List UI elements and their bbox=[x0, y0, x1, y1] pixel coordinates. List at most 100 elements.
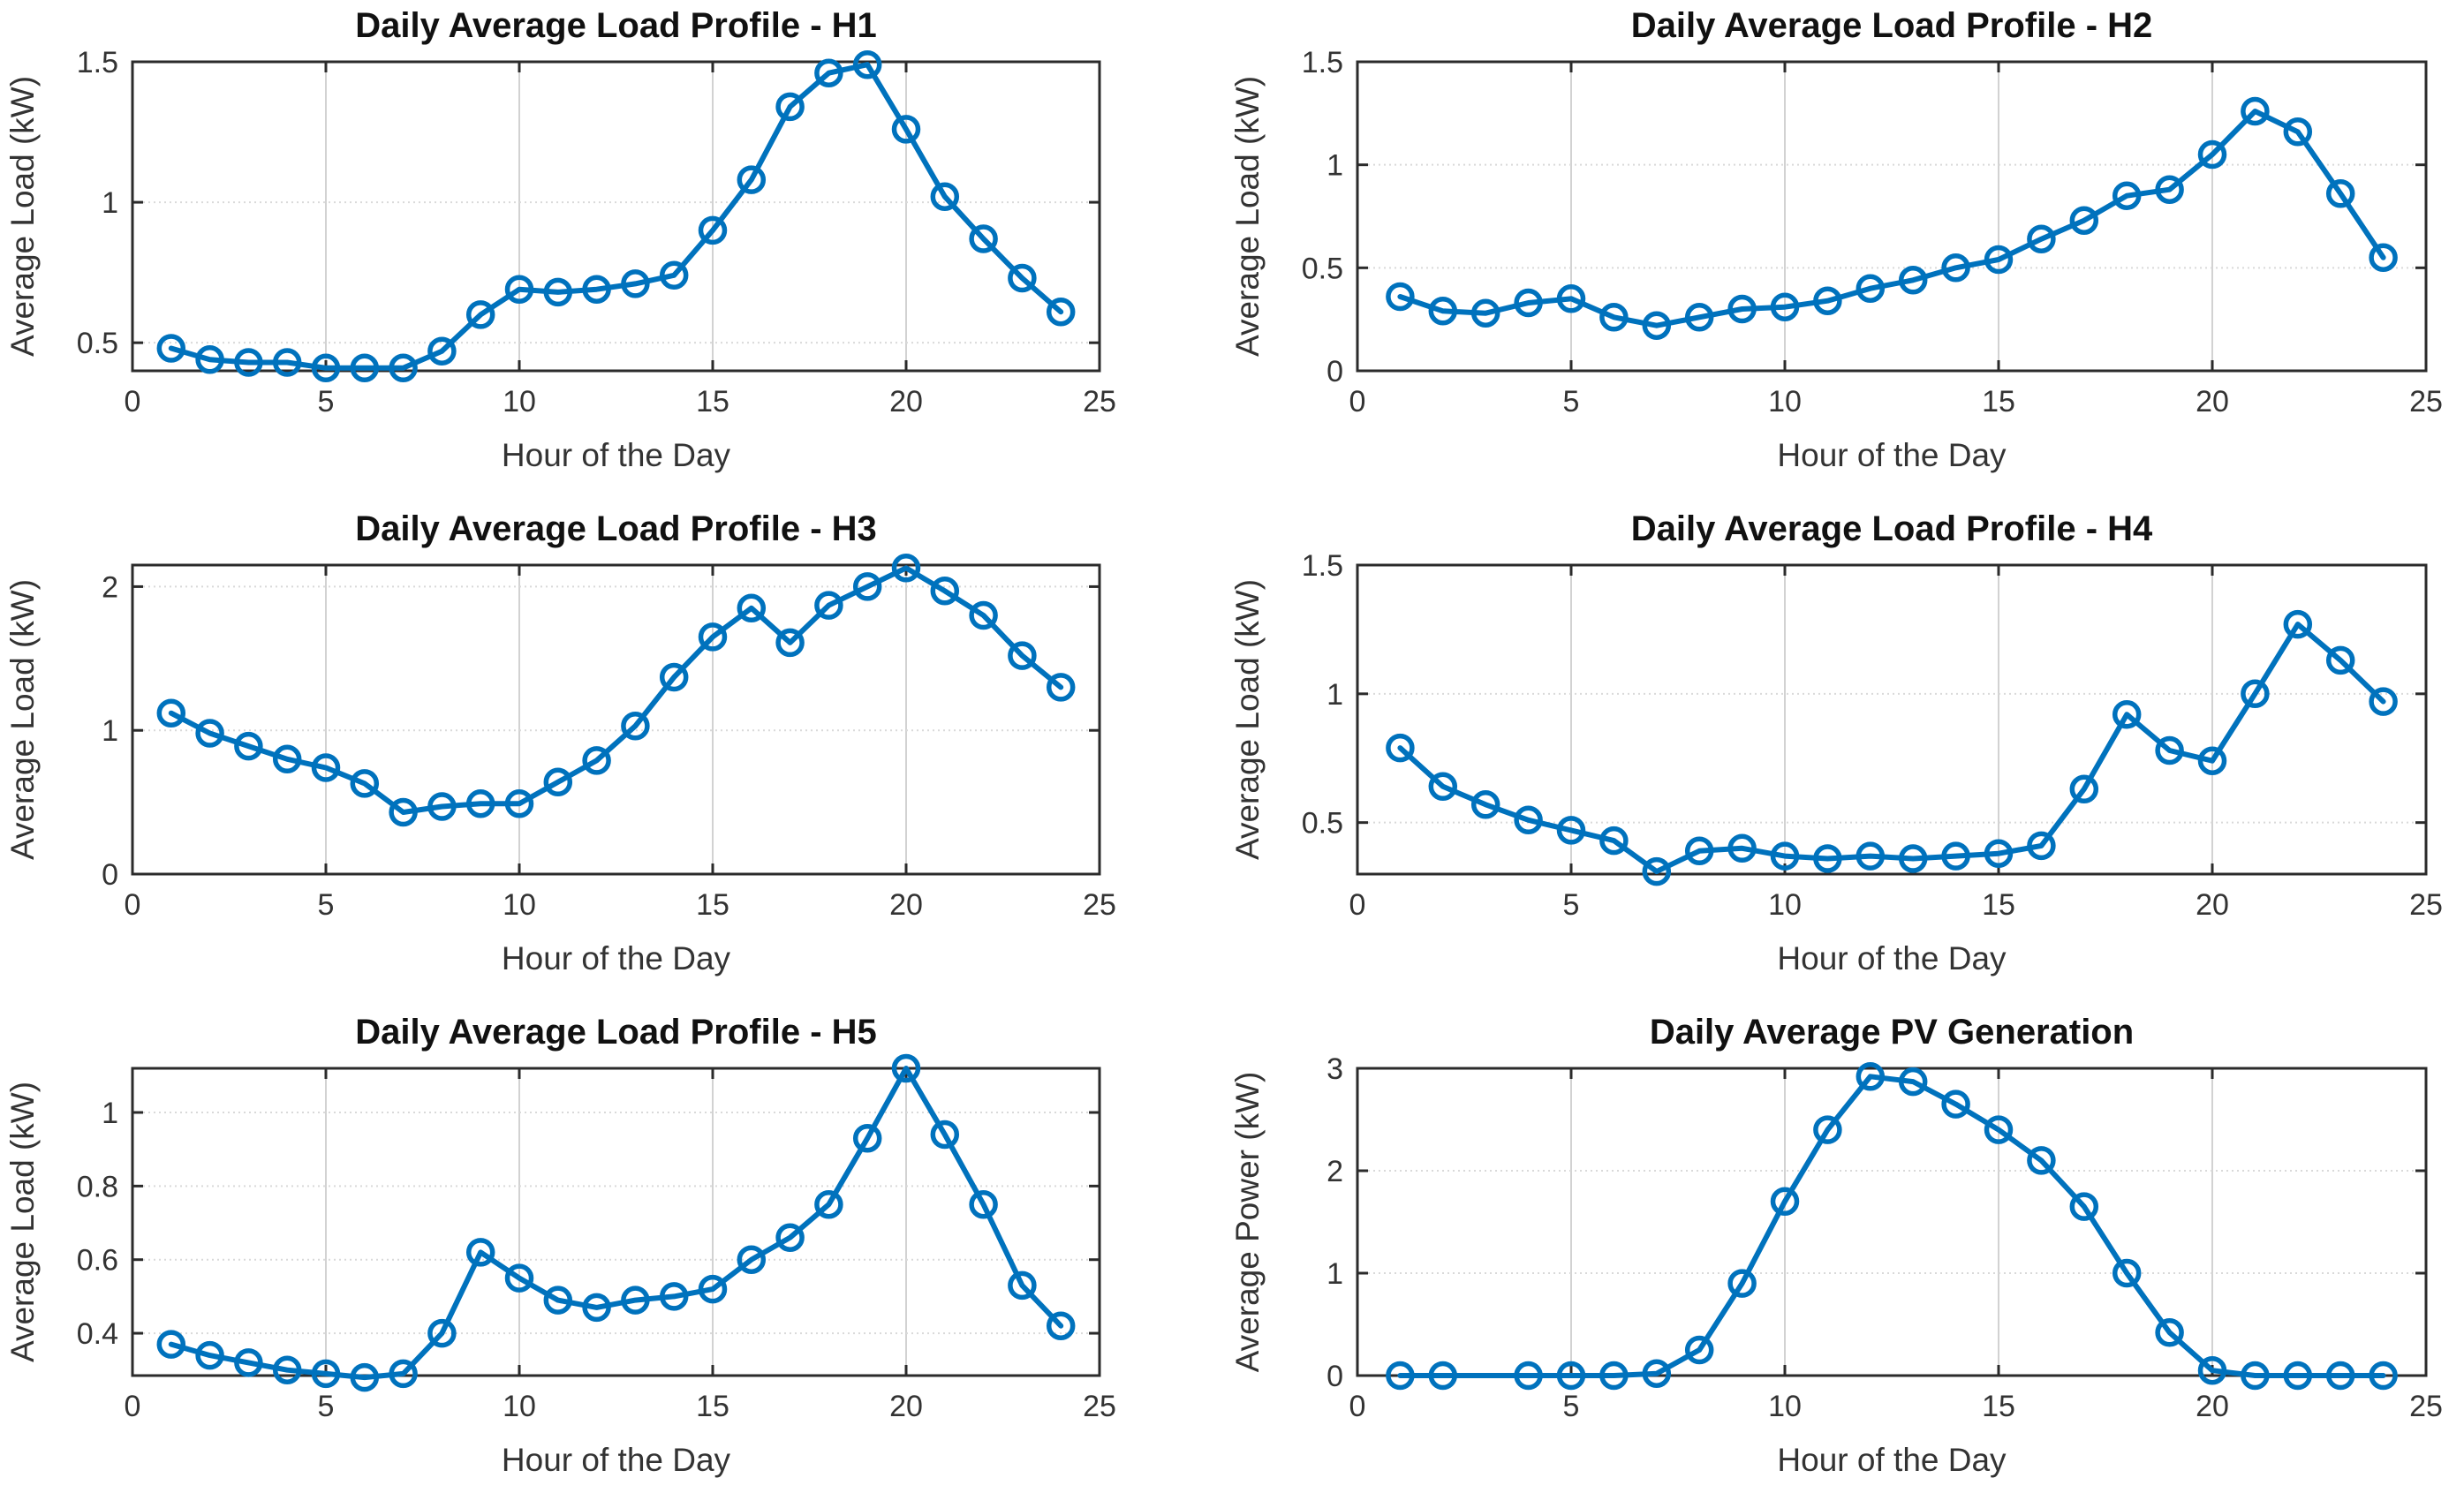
data-point-marker bbox=[2241, 679, 2270, 709]
subplot-load-h5: 0 5 10 15 20 25 0.4 0.6 0.8 1 Daily Average Load P… bbox=[4, 1013, 1116, 1478]
x-tick-label: 0 bbox=[1349, 385, 1366, 418]
load-series-line bbox=[168, 565, 1064, 815]
y-axis-label: Average Load (kW) bbox=[1232, 76, 1266, 357]
x-tick-label: 0 bbox=[125, 1390, 141, 1423]
x-tick-label: 25 bbox=[1083, 385, 1116, 418]
data-point-marker bbox=[1556, 1361, 1586, 1391]
data-point-marker bbox=[272, 1355, 302, 1384]
y-tick-label: 1 bbox=[102, 1097, 118, 1130]
data-point-marker bbox=[504, 788, 534, 818]
data-point-marker bbox=[2283, 117, 2313, 147]
data-point-marker bbox=[427, 792, 457, 821]
data-point-marker bbox=[1514, 288, 1543, 318]
data-point-marker bbox=[969, 224, 998, 253]
data-point-marker bbox=[1898, 1067, 1928, 1097]
chart-title: Daily Average Load Profile - H5 bbox=[355, 1013, 877, 1052]
data-point-marker bbox=[1008, 641, 1037, 670]
data-point-marker bbox=[1599, 826, 1629, 856]
data-point-marker bbox=[930, 1120, 960, 1150]
data-point-marker bbox=[1813, 844, 1842, 873]
data-point-marker bbox=[1856, 274, 1886, 303]
x-tick-label: 25 bbox=[1083, 1390, 1116, 1423]
y-axis-label: Average Power (kW) bbox=[1232, 1072, 1266, 1373]
y-tick-label: 1 bbox=[1326, 678, 1343, 712]
data-point-marker bbox=[659, 260, 689, 290]
axes-box bbox=[1356, 60, 2428, 373]
y-tick-label: 0 bbox=[102, 858, 118, 892]
data-point-marker bbox=[504, 1263, 534, 1293]
data-point-marker bbox=[814, 1189, 843, 1219]
data-point-marker bbox=[1386, 1361, 1415, 1391]
data-point-marker bbox=[389, 1359, 418, 1389]
data-point-marker bbox=[1642, 311, 1672, 340]
data-point-marker bbox=[1941, 253, 1970, 283]
data-point-marker bbox=[969, 600, 998, 630]
data-point-marker bbox=[311, 353, 341, 383]
x-axis-label: Hour of the Day bbox=[1777, 1442, 2007, 1478]
data-point-marker bbox=[504, 275, 534, 304]
y-tick-label: 1.5 bbox=[1302, 549, 1343, 583]
y-tick-label: 0.5 bbox=[1302, 807, 1343, 841]
y-axis-label: Average Load (kW) bbox=[1232, 579, 1266, 860]
x-tick-label: 15 bbox=[1982, 385, 2015, 418]
data-point-marker bbox=[2283, 609, 2313, 639]
subplot-load-h4: 0 5 10 15 20 25 0.5 1 1.5 Daily Average Load Prof… bbox=[1232, 509, 2443, 976]
data-point-marker bbox=[2112, 699, 2142, 729]
data-point-marker bbox=[1898, 266, 1928, 295]
data-point-marker bbox=[543, 277, 573, 307]
load-series-line bbox=[1397, 109, 2386, 328]
x-tick-label: 0 bbox=[1349, 1390, 1366, 1423]
data-point-marker bbox=[1770, 841, 1800, 871]
x-tick-label: 5 bbox=[1563, 888, 1580, 922]
x-tick-label: 20 bbox=[889, 385, 923, 418]
data-point-marker bbox=[272, 744, 302, 774]
x-tick-label: 10 bbox=[503, 888, 536, 922]
data-point-marker bbox=[427, 336, 457, 366]
data-point-marker bbox=[1642, 1359, 1672, 1388]
x-tick-label: 25 bbox=[1083, 888, 1116, 922]
data-point-marker bbox=[1898, 844, 1928, 873]
data-point-marker bbox=[2027, 831, 2056, 861]
data-point-marker bbox=[698, 622, 728, 652]
y-tick-label: 0 bbox=[1326, 355, 1343, 388]
data-point-marker bbox=[389, 353, 418, 383]
x-tick-label: 20 bbox=[2196, 888, 2229, 922]
data-point-marker bbox=[737, 1245, 767, 1274]
data-point-marker bbox=[621, 712, 650, 741]
y-tick-label: 1.5 bbox=[1302, 46, 1343, 79]
data-point-marker bbox=[465, 300, 495, 329]
data-point-marker bbox=[852, 49, 882, 79]
data-point-marker bbox=[659, 662, 689, 692]
x-tick-label: 5 bbox=[318, 1390, 335, 1423]
data-point-marker bbox=[389, 797, 418, 827]
axes-box bbox=[1356, 1067, 2428, 1377]
data-point-marker bbox=[891, 554, 921, 583]
y-tick-label: 3 bbox=[1326, 1052, 1343, 1086]
x-axis-label: Hour of the Day bbox=[1777, 437, 2007, 473]
data-point-marker bbox=[465, 1238, 495, 1267]
data-point-marker bbox=[1386, 733, 1415, 763]
x-tick-label: 10 bbox=[503, 385, 536, 418]
data-point-marker bbox=[1813, 1115, 1842, 1144]
y-tick-label: 0.6 bbox=[77, 1244, 118, 1278]
data-point-marker bbox=[1556, 816, 1586, 845]
data-point-marker bbox=[582, 1293, 611, 1323]
data-point-marker bbox=[737, 593, 767, 623]
data-point-marker bbox=[1727, 1269, 1757, 1298]
x-tick-label: 10 bbox=[1768, 1390, 1802, 1423]
x-tick-label: 15 bbox=[696, 1390, 729, 1423]
data-point-marker bbox=[775, 1223, 805, 1252]
data-point-marker bbox=[698, 1274, 728, 1304]
data-point-marker bbox=[1984, 839, 2014, 868]
data-point-marker bbox=[195, 719, 224, 748]
data-point-marker bbox=[2069, 1192, 2099, 1221]
data-point-marker bbox=[2369, 1361, 2398, 1391]
y-tick-label: 0.4 bbox=[77, 1317, 118, 1351]
y-axis-label: Average Load (kW) bbox=[4, 579, 41, 860]
data-point-marker bbox=[1727, 833, 1757, 863]
y-axis-label: Average Load (kW) bbox=[4, 76, 41, 357]
x-tick-label: 5 bbox=[1563, 1390, 1580, 1423]
data-point-marker bbox=[1470, 790, 1500, 819]
data-point-marker bbox=[852, 1123, 882, 1153]
subplot-load-h2: 0 5 10 15 20 25 0 0.5 1 1.5 Daily Average Load Pro… bbox=[1232, 6, 2443, 473]
